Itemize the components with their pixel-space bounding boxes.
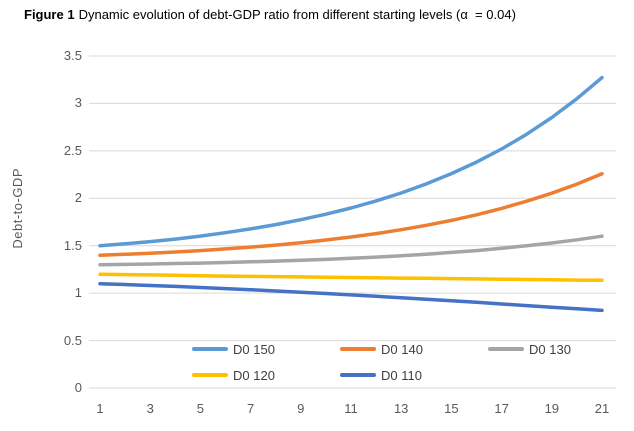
x-tick-label-15: 15 [444,401,459,416]
series-line-d0-110 [98,281,604,313]
legend-label-d0-140: D0 140 [381,341,423,357]
x-tick-label-11: 11 [344,401,358,416]
legend-line-swatch-d0-130 [488,347,524,351]
legend-item-d0-130: D0 130 [488,336,634,362]
legend-line-swatch-d0-120 [192,373,228,377]
legend-label-d0-110: D0 110 [381,367,422,383]
x-tick-label-5: 5 [196,401,204,416]
legend-item-d0-110: D0 110 [340,362,488,388]
x-tick-label-17: 17 [494,401,509,416]
legend-line-swatch-d0-140 [340,347,376,351]
y-tick-label-3: 3 [74,95,82,111]
y-tick-label-2: 2 [74,190,82,206]
legend-item-d0-120: D0 120 [192,362,340,388]
legend: D0 150 D0 140 D0 130 D0 120 D0 110 [192,336,634,388]
chart-title-text: Dynamic evolution of debt-GDP ratio from… [78,7,516,22]
figure-title: Figure 1 Dynamic evolution of debt-GDP ra… [24,7,516,22]
y-tick-label-2.5: 2.5 [63,142,82,158]
x-tick-label-7: 7 [246,401,255,416]
y-tick-label-1.5: 1.5 [63,237,82,253]
x-tick-label-3: 3 [146,401,154,416]
legend-item-d0-150: D0 150 [192,336,340,362]
series-line-d0-150 [98,75,604,248]
legend-line-swatch-d0-150 [192,347,228,351]
legend-line-swatch-d0-110 [340,373,376,377]
y-tick-label-3.5: 3.5 [63,48,82,63]
y-tick-label-1: 1 [74,285,82,301]
y-tick-label-0.5: 0.5 [63,332,82,348]
series-line-d0-120 [98,272,604,283]
legend-label-d0-130: D0 130 [529,341,571,357]
legend-item-d0-140: D0 140 [340,336,488,362]
legend-label-d0-150: D0 150 [233,341,275,357]
figure-label: Figure 1 [24,7,75,22]
x-tick-label-13: 13 [393,401,409,416]
x-tick-label-19: 19 [544,401,560,416]
x-tick-label-1: 1 [96,401,104,416]
x-tick-label-9: 9 [297,401,305,416]
series-line-d0-130 [98,234,604,267]
x-tick-label-21: 21 [594,401,610,416]
y-tick-label-0: 0 [74,380,82,395]
legend-label-d0-120: D0 120 [233,367,275,383]
series-line-d0-140 [98,172,604,257]
